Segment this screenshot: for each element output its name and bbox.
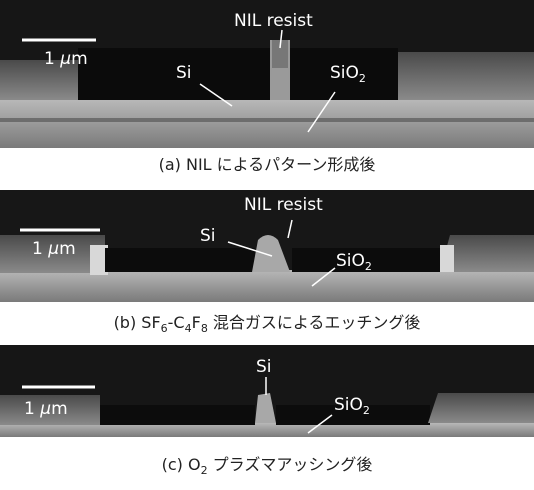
- label-si: Si: [256, 357, 272, 377]
- caption-text: (c) O: [162, 455, 201, 474]
- label-si: Si: [176, 63, 192, 83]
- caption-text: 混合ガスによるエッチング後: [208, 313, 421, 332]
- scale-label: 1 μm: [24, 399, 68, 419]
- label-sub: 2: [359, 72, 366, 85]
- scale-unit: m: [51, 399, 68, 419]
- caption-sub: 8: [201, 322, 208, 335]
- scale-number: 1: [24, 399, 40, 419]
- label-text: SiO: [330, 63, 359, 83]
- caption-sub: 6: [161, 322, 168, 335]
- label-si: Si: [200, 226, 216, 246]
- label-sub: 2: [363, 404, 370, 417]
- label-text: SiO: [334, 395, 363, 415]
- scale-unit: μ: [47, 239, 59, 259]
- caption: (a) NIL によるパターン形成後: [159, 155, 376, 174]
- scale-label: 1 μm: [32, 239, 76, 259]
- caption: (b) SF6-C4F8 混合ガスによるエッチング後: [114, 313, 421, 335]
- caption-text: -C: [168, 313, 185, 332]
- caption-sub: 2: [201, 464, 208, 477]
- scale-unit: μ: [59, 49, 71, 69]
- label-sub: 2: [365, 260, 372, 273]
- figure: 1 μm NIL resist Si SiO2 (a) NIL によるパターン形…: [0, 0, 534, 490]
- caption: (c) O2 プラズマアッシング後: [162, 455, 373, 477]
- label-text: SiO: [336, 251, 365, 271]
- scale-number: 1: [32, 239, 48, 259]
- label-resist: NIL resist: [234, 11, 313, 31]
- scale-unit: μ: [39, 399, 51, 419]
- scale-number: 1: [44, 49, 60, 69]
- scale-unit: m: [71, 49, 88, 69]
- caption-sub: 4: [185, 322, 192, 335]
- label-resist: NIL resist: [244, 195, 323, 215]
- scale-label: 1 μm: [44, 49, 88, 69]
- scale-unit: m: [59, 239, 76, 259]
- caption-text: F: [192, 313, 201, 332]
- caption-text: (b) SF: [114, 313, 161, 332]
- caption-text: プラズマアッシング後: [208, 455, 373, 474]
- page: 1 μm NIL resist Si SiO2 (a) NIL によるパターン形…: [0, 0, 534, 490]
